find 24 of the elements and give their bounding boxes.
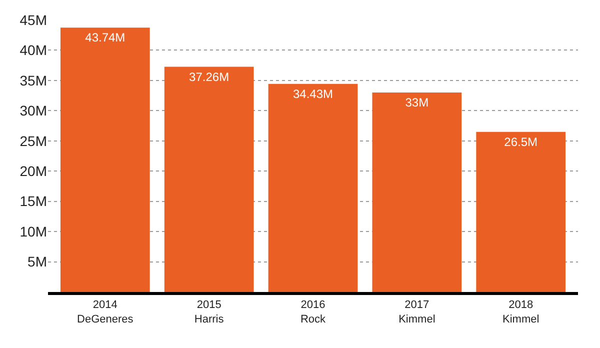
bar (60, 28, 150, 292)
data-label: 37.26M (189, 70, 230, 84)
x-tick-label: 2015 Harris (194, 299, 224, 326)
y-tick-label: 30M (20, 102, 47, 119)
bar (268, 84, 358, 292)
y-tick-label: 45M (20, 12, 47, 28)
data-label: 34.43M (292, 86, 334, 101)
bar (164, 66, 254, 292)
x-tick-label: 2014 DeGeneres (77, 299, 134, 326)
y-tick-label: 5M (28, 254, 47, 270)
y-tick-label: 35M (20, 72, 47, 88)
x-tick-label: 2016 Rock (300, 299, 326, 326)
bar (372, 92, 462, 292)
y-tick-label: 20M (20, 163, 47, 180)
y-tick-label: 15M (20, 193, 47, 210)
y-tick-label: 10M (20, 223, 47, 240)
data-label: 43.74M (85, 30, 126, 45)
x-tick-label: 2018 Kimmel (502, 299, 540, 326)
y-tick-label: 40M (20, 42, 47, 58)
y-tick-label: 25M (20, 132, 47, 149)
data-label: 33M (405, 96, 429, 110)
bar (476, 132, 566, 292)
x-tick-label: 2017 Kimmel (398, 299, 436, 326)
data-label: 26.5M (504, 134, 538, 149)
